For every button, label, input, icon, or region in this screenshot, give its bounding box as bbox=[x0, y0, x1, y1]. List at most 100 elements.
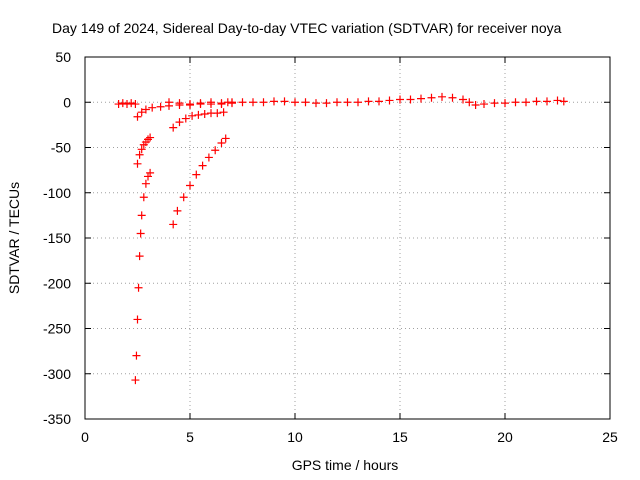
data-point bbox=[291, 98, 299, 107]
data-point bbox=[139, 193, 148, 202]
data-point bbox=[132, 351, 141, 360]
series-curve-b bbox=[169, 134, 230, 229]
data-point bbox=[196, 99, 205, 108]
data-point bbox=[354, 98, 362, 107]
x-tick-label: 15 bbox=[392, 429, 408, 445]
data-point bbox=[165, 98, 173, 107]
data-point bbox=[194, 110, 203, 119]
data-point bbox=[459, 95, 467, 104]
data-points bbox=[114, 92, 568, 385]
data-point bbox=[221, 134, 230, 143]
data-point bbox=[207, 98, 215, 107]
data-point bbox=[553, 96, 562, 105]
y-tick-label: -200 bbox=[43, 275, 71, 291]
data-point bbox=[181, 114, 190, 123]
data-point bbox=[532, 97, 541, 106]
data-point bbox=[213, 109, 222, 118]
data-point bbox=[186, 181, 194, 190]
data-point bbox=[322, 99, 331, 108]
data-point bbox=[137, 108, 146, 117]
data-point bbox=[173, 206, 182, 215]
grid-lines bbox=[85, 57, 610, 419]
data-point bbox=[217, 99, 226, 108]
data-point bbox=[280, 97, 289, 106]
data-point bbox=[137, 145, 146, 154]
data-point bbox=[133, 159, 142, 168]
y-tick-label: -150 bbox=[43, 230, 71, 246]
data-point bbox=[141, 179, 150, 188]
data-point bbox=[114, 100, 123, 109]
data-point bbox=[192, 170, 201, 179]
data-point bbox=[188, 111, 197, 120]
y-tick-label: -350 bbox=[43, 411, 71, 427]
y-axis-label: SDTVAR / TECUs bbox=[6, 182, 22, 294]
data-point bbox=[543, 97, 551, 106]
data-point bbox=[385, 96, 394, 105]
data-point bbox=[200, 110, 209, 119]
data-point bbox=[480, 100, 488, 109]
x-tick-label: 25 bbox=[602, 429, 618, 445]
x-tick-label: 10 bbox=[287, 429, 303, 445]
data-point bbox=[511, 98, 520, 107]
series-steep-recovery-c bbox=[133, 99, 236, 121]
data-point bbox=[219, 108, 228, 117]
data-point bbox=[211, 146, 220, 155]
data-point bbox=[396, 95, 404, 104]
data-point bbox=[559, 97, 568, 106]
data-point bbox=[148, 103, 157, 112]
data-point bbox=[501, 99, 509, 108]
plot-frame bbox=[84, 56, 611, 420]
data-point bbox=[490, 99, 499, 108]
data-point bbox=[144, 172, 152, 181]
data-point bbox=[146, 133, 155, 142]
data-point bbox=[406, 95, 415, 104]
series-curve-c bbox=[169, 108, 228, 132]
data-point bbox=[137, 211, 146, 220]
data-point bbox=[427, 93, 436, 102]
y-tick-label: 50 bbox=[55, 49, 71, 65]
series-curve-d bbox=[165, 98, 232, 109]
data-point bbox=[141, 105, 150, 114]
data-point bbox=[135, 150, 144, 159]
data-point bbox=[343, 98, 352, 107]
data-point bbox=[270, 97, 278, 106]
data-point bbox=[364, 97, 373, 106]
data-point bbox=[375, 97, 383, 106]
data-point bbox=[169, 123, 178, 132]
data-point bbox=[217, 138, 226, 147]
y-tick-label: 0 bbox=[63, 94, 71, 110]
y-tick-label: -100 bbox=[43, 185, 71, 201]
data-point bbox=[417, 94, 425, 103]
x-tick-label: 5 bbox=[186, 429, 194, 445]
data-point bbox=[133, 315, 142, 324]
data-point bbox=[135, 252, 144, 261]
y-tick-label: -250 bbox=[43, 321, 71, 337]
data-point bbox=[471, 100, 480, 109]
data-point bbox=[127, 99, 136, 108]
data-point bbox=[249, 98, 257, 107]
data-point bbox=[312, 99, 320, 108]
y-tick-label: -50 bbox=[51, 140, 71, 156]
series-main-baseline bbox=[228, 92, 568, 109]
data-point bbox=[448, 93, 457, 102]
axis-ticks bbox=[84, 56, 611, 420]
x-tick-label: 20 bbox=[497, 429, 513, 445]
data-point bbox=[169, 220, 178, 229]
data-point bbox=[131, 376, 140, 385]
x-tick-label: 0 bbox=[81, 429, 89, 445]
data-point bbox=[133, 112, 142, 121]
data-point bbox=[465, 98, 474, 107]
y-tick-label: -300 bbox=[43, 366, 71, 382]
data-point bbox=[156, 102, 165, 111]
series-steep-recovery-b bbox=[133, 133, 155, 168]
data-point bbox=[131, 100, 140, 109]
series-steep-recovery-a bbox=[131, 168, 155, 385]
data-point bbox=[438, 92, 446, 101]
data-point bbox=[146, 168, 155, 177]
data-point bbox=[301, 98, 310, 107]
data-point bbox=[186, 100, 194, 109]
data-point bbox=[134, 283, 143, 292]
x-axis-label: GPS time / hours bbox=[292, 457, 399, 473]
data-point bbox=[238, 98, 247, 107]
